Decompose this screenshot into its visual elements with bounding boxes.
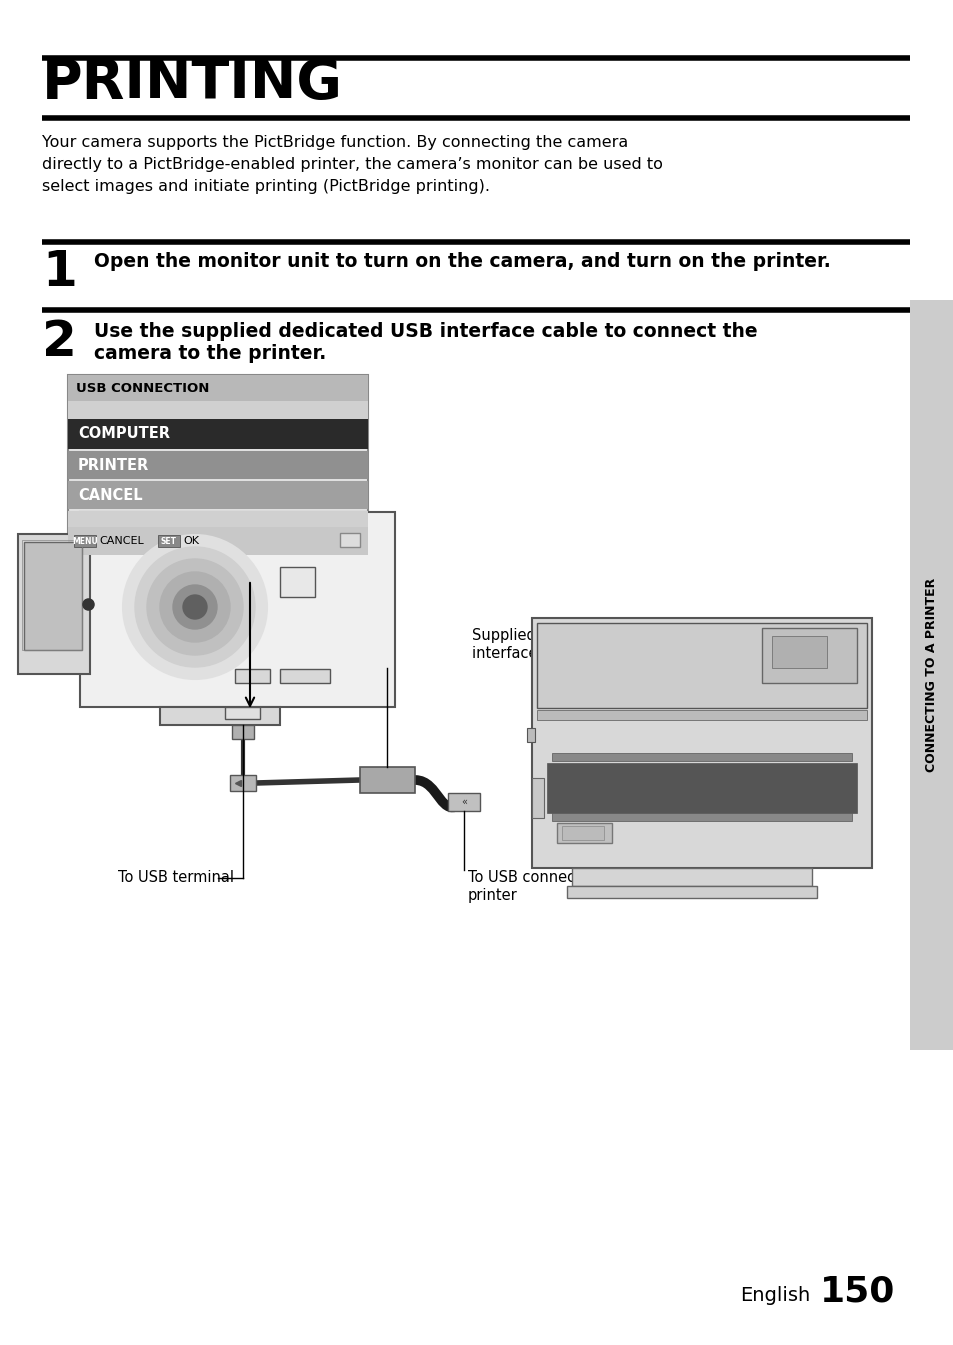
Bar bbox=[68, 420, 368, 449]
Bar bbox=[909, 300, 953, 1050]
Bar bbox=[537, 710, 866, 720]
Text: interface cable: interface cable bbox=[472, 646, 581, 660]
Bar bbox=[225, 707, 260, 720]
Text: Open the monitor unit to turn on the camera, and turn on the printer.: Open the monitor unit to turn on the cam… bbox=[94, 252, 830, 270]
Text: To USB connector on the: To USB connector on the bbox=[468, 870, 647, 885]
Text: COMPUTER: COMPUTER bbox=[78, 426, 170, 441]
Circle shape bbox=[147, 560, 243, 655]
Bar bbox=[68, 451, 368, 479]
Text: CONNECTING TO A PRINTER: CONNECTING TO A PRINTER bbox=[924, 578, 938, 772]
Bar bbox=[532, 617, 871, 868]
Circle shape bbox=[160, 572, 230, 642]
Text: CANCEL: CANCEL bbox=[99, 537, 144, 546]
Circle shape bbox=[172, 585, 216, 629]
Text: OK: OK bbox=[183, 537, 199, 546]
Circle shape bbox=[135, 547, 254, 667]
Text: PRINTING: PRINTING bbox=[42, 56, 343, 110]
Bar bbox=[74, 535, 96, 547]
Text: 1: 1 bbox=[42, 247, 77, 296]
Text: 2: 2 bbox=[42, 317, 77, 366]
Bar bbox=[448, 794, 479, 811]
Bar bbox=[280, 568, 314, 597]
Bar bbox=[359, 767, 415, 794]
Bar bbox=[561, 826, 603, 841]
Bar bbox=[532, 777, 543, 818]
Bar bbox=[771, 636, 826, 668]
Text: printer: printer bbox=[468, 888, 517, 902]
Text: 150: 150 bbox=[820, 1274, 895, 1307]
Bar bbox=[557, 823, 612, 843]
Circle shape bbox=[183, 594, 207, 619]
Bar bbox=[18, 534, 90, 674]
Text: Your camera supports the PictBridge function. By connecting the camera
directly : Your camera supports the PictBridge func… bbox=[42, 134, 662, 195]
Bar bbox=[566, 886, 816, 898]
Text: Use the supplied dedicated USB interface cable to connect the: Use the supplied dedicated USB interface… bbox=[94, 321, 757, 342]
Text: MENU: MENU bbox=[72, 537, 98, 546]
Bar bbox=[537, 623, 866, 707]
Bar bbox=[552, 753, 851, 761]
Bar bbox=[24, 542, 82, 650]
Text: USB CONNECTION: USB CONNECTION bbox=[76, 382, 209, 394]
Bar bbox=[230, 775, 255, 791]
Bar bbox=[68, 375, 368, 401]
Bar bbox=[158, 535, 180, 547]
Bar bbox=[80, 512, 395, 707]
Bar bbox=[339, 533, 359, 547]
Text: camera to the printer.: camera to the printer. bbox=[94, 344, 326, 363]
Bar bbox=[526, 728, 535, 742]
Text: PRINTER: PRINTER bbox=[78, 457, 149, 472]
Bar bbox=[68, 375, 368, 565]
Bar bbox=[160, 707, 280, 725]
Bar bbox=[68, 482, 368, 508]
Bar bbox=[280, 668, 330, 683]
Text: CANCEL: CANCEL bbox=[78, 487, 143, 503]
Text: To USB terminal: To USB terminal bbox=[118, 870, 233, 885]
Bar bbox=[22, 539, 82, 650]
Bar bbox=[68, 527, 368, 555]
Bar bbox=[68, 401, 368, 420]
Text: Supplied dedicated USB: Supplied dedicated USB bbox=[472, 628, 647, 643]
Circle shape bbox=[123, 535, 267, 679]
Bar bbox=[232, 725, 253, 738]
Bar bbox=[546, 763, 856, 812]
Text: «: « bbox=[460, 798, 467, 807]
Text: English: English bbox=[740, 1286, 809, 1305]
Bar bbox=[552, 812, 851, 820]
Bar bbox=[68, 511, 368, 527]
Bar bbox=[234, 668, 270, 683]
Bar bbox=[761, 628, 856, 683]
Bar bbox=[572, 868, 811, 886]
Text: SET: SET bbox=[161, 537, 177, 546]
